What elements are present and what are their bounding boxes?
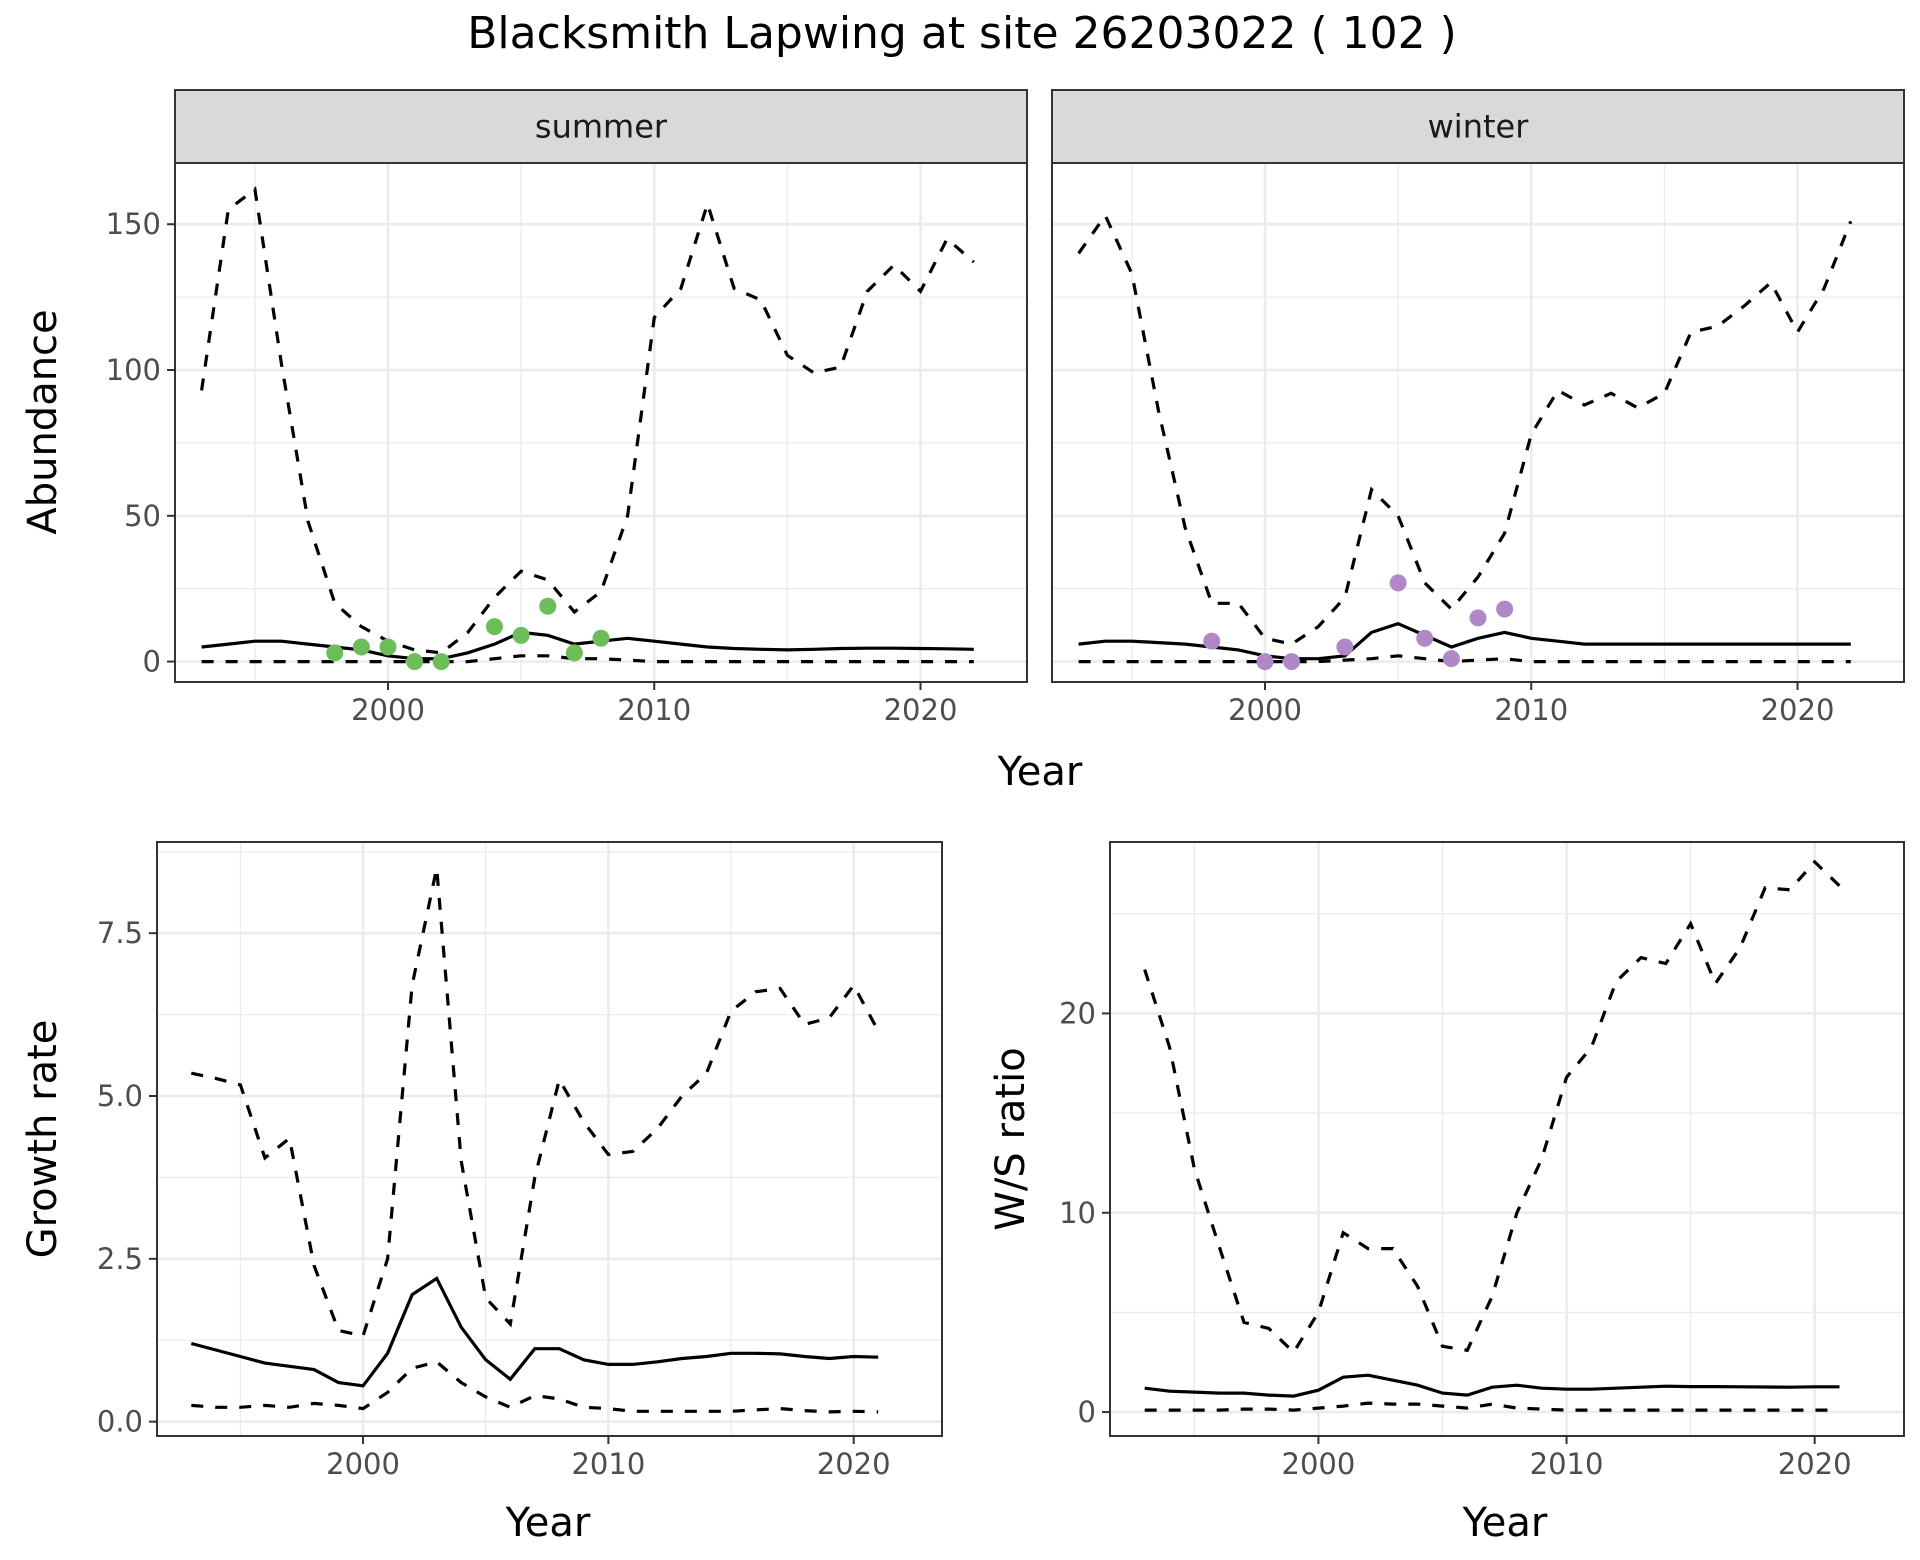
facet-strip [174,89,1028,164]
observed-point [1442,650,1460,668]
panel-background [1110,842,1904,1436]
observed-point [1389,574,1407,592]
y-tick-label: 0 [143,645,161,679]
panel-3: 2000 2010 2020 0.0 2.5 5.0 7.5 Growth rate Year [20,841,943,1546]
x-tick-label: 2000 [351,693,425,727]
figure-title: Blacksmith Lapwing at site 26203022 ( 10… [467,8,1456,59]
y-tick-label: 7.5 [97,916,143,950]
y-tick-label: 100 [106,353,161,387]
panel-border [1109,841,1905,1437]
observed-point [379,638,397,656]
x-tick-label: 2020 [884,693,958,727]
panel-background [157,842,942,1436]
panel-background [175,163,1027,682]
observed-point [539,597,557,615]
series-median-line [190,1276,879,1388]
facet-label: winter [1428,108,1530,146]
x-tick-label: 2020 [1778,1447,1852,1481]
panel-background [1052,163,1904,682]
series-lower-line [1078,654,1851,664]
x-tick-label: 2020 [1761,693,1835,727]
series-upper-line [200,186,975,655]
panel-2: winter 2000 2010 2020 [1051,89,1905,727]
y-tick-label: 5.0 [97,1079,143,1113]
observed-point [326,644,344,662]
panel-4: 2000 2010 2020 0 10 20 W/S ratio Year [988,841,1905,1546]
observed-point [512,626,530,644]
y-tick-label: 0.0 [97,1405,143,1439]
y-axis-title: Abundance [20,309,66,534]
observed-point [352,638,370,656]
observed-point [592,629,610,647]
y-tick-label: 150 [106,207,161,241]
series-lower-line [201,654,974,664]
x-tick-label: 2010 [1494,693,1568,727]
observed-point [565,644,583,662]
panel-1: summer 2000 2010 2020 0 50 100 150 Abundance [20,89,1028,727]
series-lower-line [1144,1401,1840,1412]
x-tick-label: 2010 [571,1447,645,1481]
x-tick-label: 2000 [326,1447,400,1481]
observed-point [406,653,424,671]
x-tick-label: 2000 [1228,693,1302,727]
x-tick-label: 2010 [617,693,691,727]
x-tick-label: 2020 [817,1447,891,1481]
observed-point [1283,653,1301,671]
observed-point [432,653,450,671]
y-axis-title: Growth rate [20,1020,66,1259]
x-axis-title: Year [505,1500,591,1546]
y-tick-label: 10 [1059,1196,1096,1230]
facet-strip [1051,89,1905,164]
x-tick-label: 2000 [1282,1447,1356,1481]
series-upper-line [190,867,880,1338]
observed-point [1203,632,1221,650]
y-tick-label: 0 [1078,1395,1096,1429]
x-axis-title: Year [997,749,1083,795]
panel-border [156,841,943,1437]
y-tick-label: 50 [124,499,161,533]
observed-point [486,618,503,636]
series-upper-line [1077,212,1853,646]
y-tick-label: 2.5 [97,1242,143,1276]
observed-point [1256,653,1274,671]
facet-label: summer [535,108,668,146]
observed-point [1469,609,1487,627]
series-upper-line [1143,859,1841,1355]
observed-point [1496,600,1514,618]
x-tick-label: 2010 [1530,1447,1604,1481]
series-median-line [1144,1373,1840,1398]
series-lower-line [191,1360,879,1414]
x-axis-title: Year [1462,1500,1548,1546]
y-tick-label: 20 [1059,996,1096,1030]
y-axis-title: W/S ratio [988,1047,1034,1230]
observed-point [1336,638,1354,656]
observed-point [1416,629,1434,647]
